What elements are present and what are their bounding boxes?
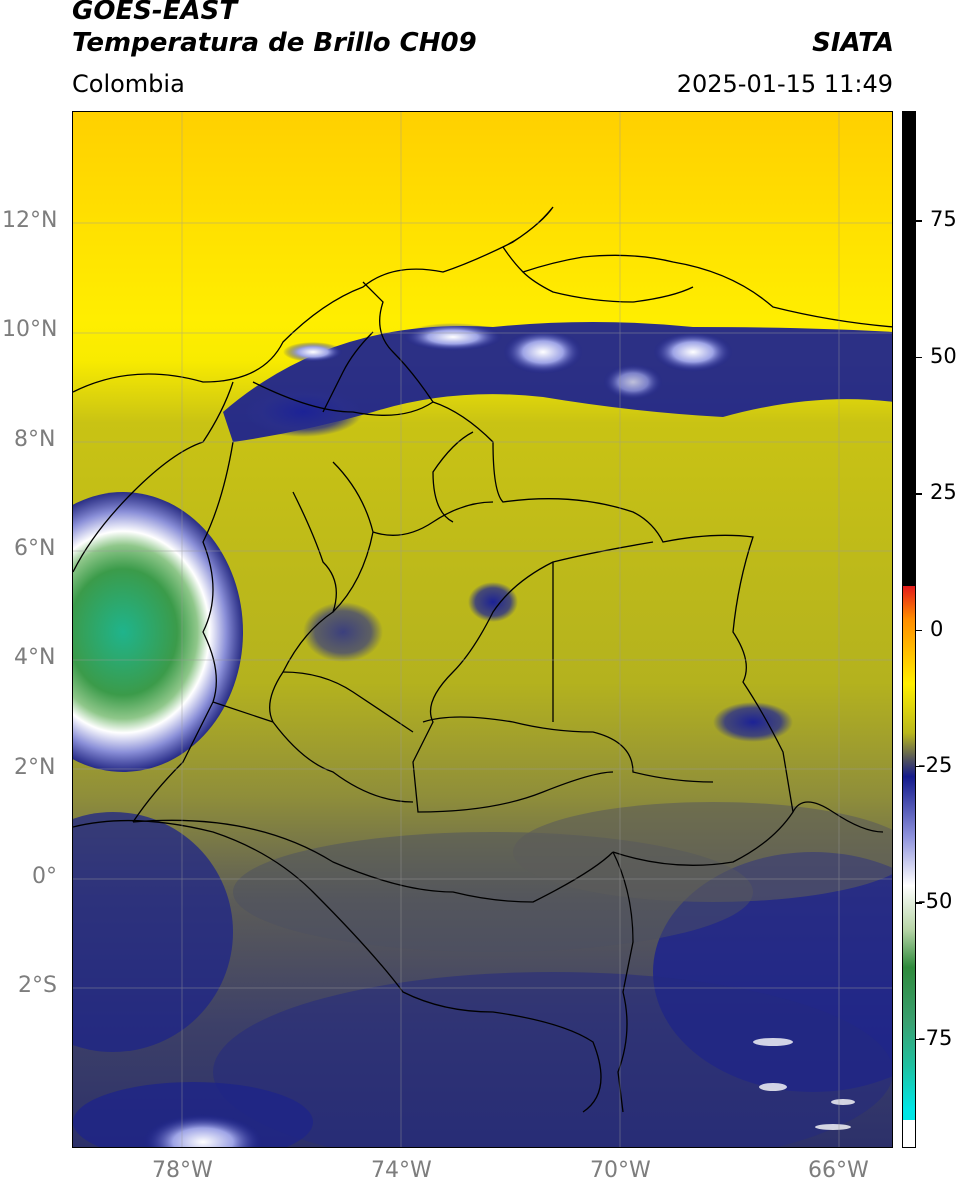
colorbar-tick-label: -25 — [918, 752, 953, 777]
lon-label-78w: 78°W — [152, 1158, 213, 1183]
source-label: SIATA — [812, 28, 894, 58]
colorbar — [902, 111, 916, 1148]
colorbar-tick-mark — [916, 356, 922, 359]
satellite-map[interactable] — [72, 111, 893, 1148]
colorbar-tick-mark — [916, 220, 922, 222]
lat-label-12n: 12°N — [2, 208, 58, 233]
lon-label-70w: 70°W — [590, 1158, 651, 1183]
lat-label-2s: 2°S — [18, 973, 57, 998]
satellite-title: GOES-EAST — [72, 0, 238, 26]
colorbar-tick-mark — [916, 493, 922, 495]
borders — [73, 206, 892, 1113]
product-title: Temperatura de Brillo CH09 — [72, 28, 477, 58]
colorbar-tick-mark — [916, 1038, 922, 1041]
timestamp-label: 2025-01-15 11:49 — [676, 70, 893, 98]
graticule — [73, 112, 892, 1147]
lat-label-8n: 8°N — [14, 427, 56, 452]
lat-label-2n: 2°N — [14, 755, 56, 780]
colorbar-tick-label: -50 — [918, 889, 953, 914]
map-canvas — [73, 112, 892, 1147]
lat-label-6n: 6°N — [14, 536, 56, 561]
colorbar-tick-label: 25 — [930, 480, 957, 505]
colorbar-tick-mark — [916, 902, 922, 904]
lat-label-4n: 4°N — [14, 645, 56, 670]
region-label: Colombia — [72, 70, 185, 98]
colorbar-tick-label: 75 — [930, 207, 957, 232]
lat-label-0: 0° — [32, 864, 57, 889]
lon-label-74w: 74°W — [371, 1158, 432, 1183]
colorbar-tick-mark — [916, 765, 922, 768]
lon-label-66w: 66°W — [808, 1158, 869, 1183]
colorbar-tick-label: 0 — [930, 616, 944, 641]
colorbar-tick-label: 50 — [930, 343, 957, 368]
colorbar-tick-mark — [916, 629, 922, 631]
lat-label-10n: 10°N — [2, 317, 58, 342]
colorbar-tick-label: -75 — [918, 1025, 953, 1050]
